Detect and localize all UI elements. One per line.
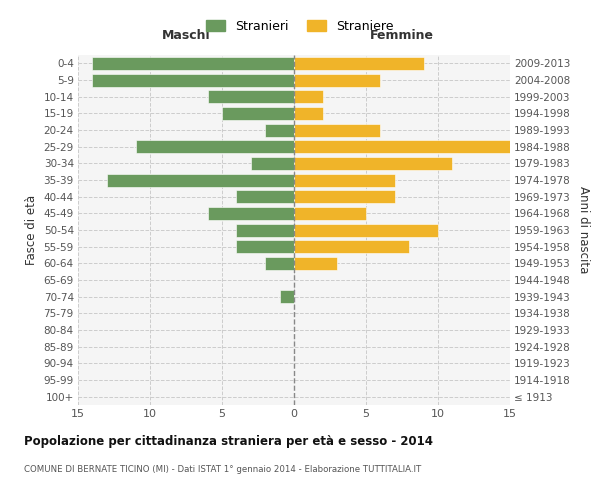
- Bar: [107, 174, 294, 186]
- Bar: [294, 207, 366, 220]
- Bar: [294, 90, 323, 103]
- Bar: [294, 157, 452, 170]
- Bar: [222, 107, 294, 120]
- Bar: [294, 224, 438, 236]
- Y-axis label: Anni di nascita: Anni di nascita: [577, 186, 590, 274]
- Bar: [265, 257, 294, 270]
- Bar: [294, 140, 510, 153]
- Bar: [294, 107, 323, 120]
- Bar: [265, 124, 294, 136]
- Bar: [294, 240, 409, 253]
- Bar: [236, 224, 294, 236]
- Text: COMUNE DI BERNATE TICINO (MI) - Dati ISTAT 1° gennaio 2014 - Elaborazione TUTTIT: COMUNE DI BERNATE TICINO (MI) - Dati IST…: [24, 465, 421, 474]
- Bar: [294, 57, 424, 70]
- Bar: [294, 174, 395, 186]
- Bar: [208, 90, 294, 103]
- Text: Popolazione per cittadinanza straniera per età e sesso - 2014: Popolazione per cittadinanza straniera p…: [24, 435, 433, 448]
- Bar: [92, 57, 294, 70]
- Y-axis label: Fasce di età: Fasce di età: [25, 195, 38, 265]
- Bar: [294, 257, 337, 270]
- Bar: [294, 124, 380, 136]
- Text: Maschi: Maschi: [161, 28, 211, 42]
- Bar: [136, 140, 294, 153]
- Text: Femmine: Femmine: [370, 28, 434, 42]
- Bar: [251, 157, 294, 170]
- Bar: [208, 207, 294, 220]
- Bar: [294, 190, 395, 203]
- Bar: [236, 240, 294, 253]
- Bar: [294, 74, 380, 86]
- Legend: Stranieri, Straniere: Stranieri, Straniere: [200, 14, 400, 40]
- Bar: [236, 190, 294, 203]
- Bar: [92, 74, 294, 86]
- Bar: [280, 290, 294, 303]
